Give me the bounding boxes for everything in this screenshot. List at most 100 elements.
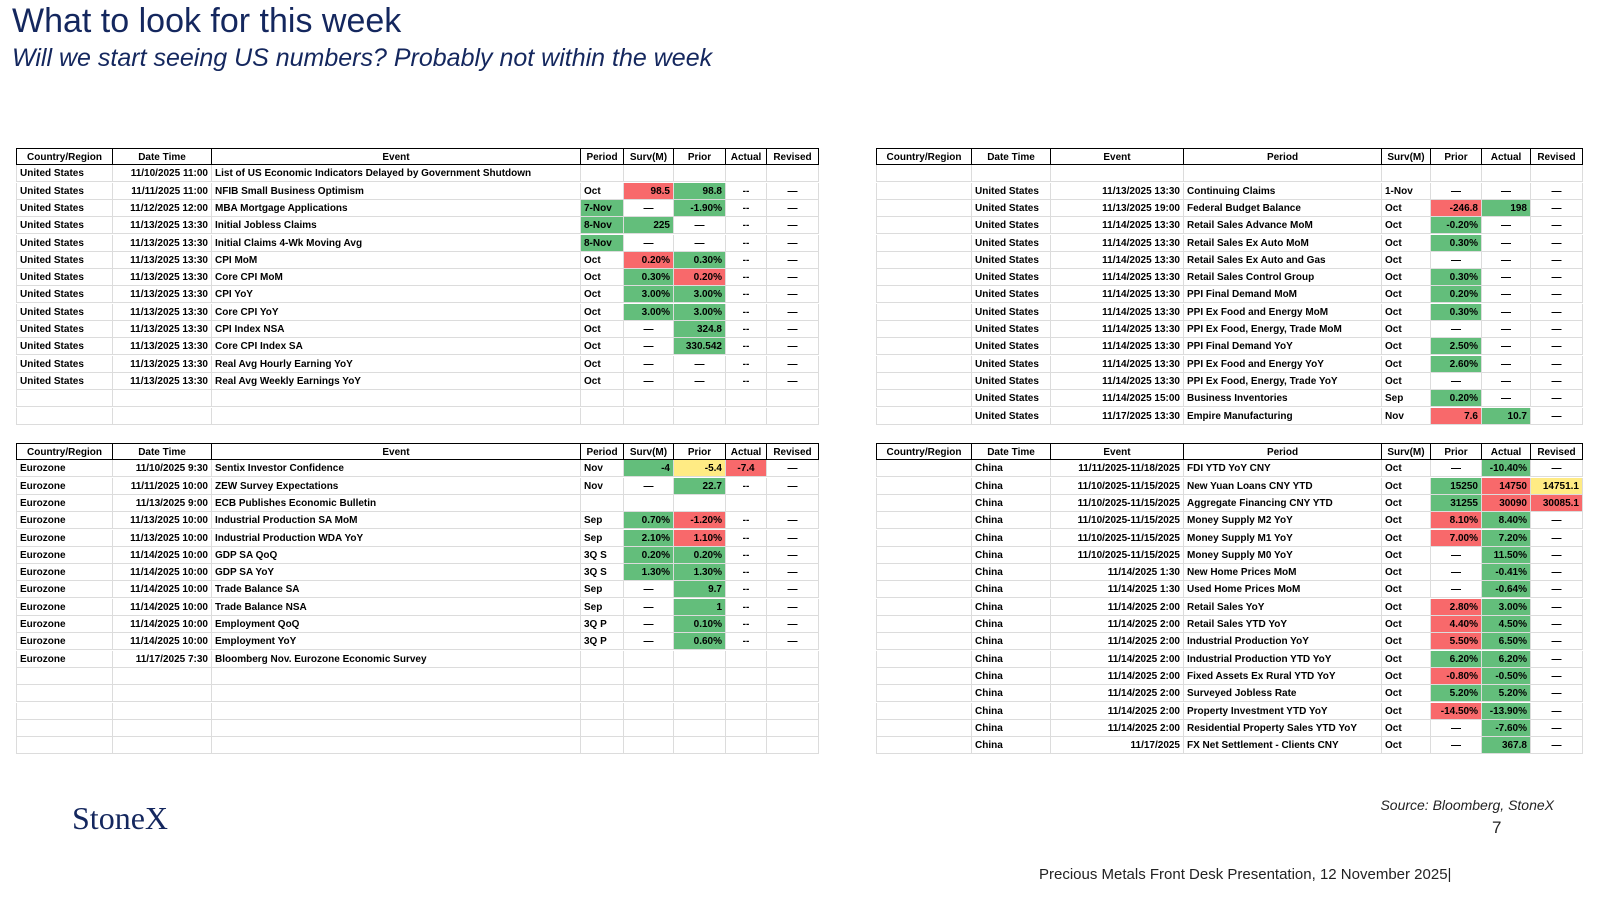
table-cell (113, 702, 212, 720)
table-cell: — (1482, 217, 1531, 235)
table-cell (113, 719, 212, 737)
table-cell: 0.30% (1431, 269, 1482, 287)
column-header: Event (212, 148, 581, 165)
table-cell (876, 494, 972, 512)
table-cell: — (624, 234, 674, 252)
table-cell: United States (972, 251, 1051, 269)
table-cell: Core CPI YoY (212, 303, 581, 321)
table-cell (876, 719, 972, 737)
table-cell: Industrial Production YoY (1184, 633, 1382, 651)
table-cell: Property Investment YTD YoY (1184, 702, 1382, 720)
table-row: China 11/17/2025 FX Net Settlement - Clien… (876, 737, 1583, 755)
table-cell: Oct (1382, 303, 1431, 321)
table-cell: GDP SA YoY (212, 564, 581, 582)
table-cell: China (972, 581, 1051, 599)
table-cell: 0.20% (624, 251, 674, 269)
table-row: China 11/14/2025 2:00 Retail Sales YTD YoY… (876, 616, 1583, 633)
table-row: Eurozone 11/14/2025 10:00 Employment QoQ 3Q… (16, 616, 819, 633)
table-cell (876, 737, 972, 755)
table-cell: — (767, 286, 819, 304)
table-cell (113, 407, 212, 425)
column-header: Surv(M) (1382, 148, 1431, 165)
table-cell: 11/14/2025 13:30 (1051, 217, 1184, 235)
table-cell: Oct (1382, 321, 1431, 338)
table-cell: — (767, 372, 819, 390)
table-cell (581, 667, 624, 685)
table-row: United States 11/13/2025 19:00 Federal Bud… (876, 199, 1583, 217)
table-cell: 11/14/2025 13:30 (1051, 303, 1184, 321)
table-cell (581, 685, 624, 703)
table-cell: Nov (581, 460, 624, 478)
table-cell: 11/13/2025 9:00 (113, 494, 212, 512)
table-cell: Eurozone (16, 512, 113, 530)
table-row: United States 11/14/2025 15:00 Business In… (876, 390, 1583, 408)
table-cell: Sentix Investor Confidence (212, 460, 581, 478)
table-cell: 2.60% (1431, 355, 1482, 373)
table-cell: China (972, 719, 1051, 737)
table-cell (1382, 165, 1431, 183)
table-cell: 11/14/2025 1:30 (1051, 564, 1184, 582)
table-cell: 6.50% (1482, 633, 1531, 651)
table-cell (876, 667, 972, 685)
column-header: Country/Region (876, 443, 972, 460)
column-header: Revised (767, 443, 819, 460)
table-cell: -- (726, 564, 767, 582)
table-cell: — (624, 338, 674, 356)
table-cell: 8.10% (1431, 512, 1482, 530)
table-cell: Eurozone (16, 650, 113, 668)
table-cell (16, 719, 113, 737)
table-row (876, 165, 1583, 183)
table-cell (726, 407, 767, 425)
table-row: United States 11/13/2025 13:30 Initial Job… (16, 217, 819, 235)
table-row: China 11/10/2025-11/15/2025 Money Supply M… (876, 546, 1583, 564)
table-row (16, 702, 819, 720)
table-cell (16, 737, 113, 755)
table-cell: 1 (674, 598, 726, 616)
table-cell: 7.00% (1431, 529, 1482, 547)
table-row: United States 11/13/2025 13:30 Core CPI Yo… (16, 303, 819, 321)
table-cell: New Yuan Loans CNY YTD (1184, 477, 1382, 495)
table-cell (581, 390, 624, 408)
table-cell: 11/14/2025 2:00 (1051, 650, 1184, 668)
table-cell: 11/13/2025 13:30 (1051, 182, 1184, 200)
table-cell: 11/17/2025 7:30 (113, 650, 212, 668)
table-cell (624, 494, 674, 512)
table-cell (876, 321, 972, 338)
table-cell (767, 494, 819, 512)
table-row: China 11/14/2025 2:00 Residential Property… (876, 719, 1583, 737)
table-cell: 11/13/2025 13:30 (113, 321, 212, 338)
table-row: United States 11/14/2025 13:30 Retail Sale… (876, 234, 1583, 252)
table-cell (674, 494, 726, 512)
table-cell: United States (16, 217, 113, 235)
table-cell: Sep (581, 512, 624, 530)
table-cell: 11/14/2025 10:00 (113, 598, 212, 616)
table-cell: — (1431, 737, 1482, 755)
table-cell: China (972, 494, 1051, 512)
table-cell (876, 338, 972, 356)
table-cell: Retail Sales Advance MoM (1184, 217, 1382, 235)
table-cell: Oct (581, 338, 624, 356)
table-cell: 11/14/2025 13:30 (1051, 338, 1184, 356)
table-cell: China (972, 598, 1051, 616)
table-cell: CPI MoM (212, 251, 581, 269)
table-cell: 3Q S (581, 546, 624, 564)
table-cell: Oct (581, 286, 624, 304)
table-cell (726, 737, 767, 755)
table-cell: — (1531, 407, 1583, 425)
table-cell: CPI YoY (212, 286, 581, 304)
table-cell: 0.10% (674, 616, 726, 633)
table-cell: 7-Nov (581, 199, 624, 217)
table-cell: Oct (1382, 737, 1431, 755)
table-row: Eurozone 11/17/2025 7:30 Bloomberg Nov. Eu… (16, 650, 819, 668)
table-cell: 2.50% (1431, 338, 1482, 356)
table-cell: -- (726, 286, 767, 304)
table-cell: -5.4 (674, 460, 726, 478)
table-cell: 2.10% (624, 529, 674, 547)
table-cell: -- (726, 616, 767, 633)
table-cell: United States (972, 217, 1051, 235)
table-cell: — (767, 633, 819, 651)
table-cell (581, 407, 624, 425)
table-cell: 5.20% (1482, 685, 1531, 703)
table-cell: China (972, 564, 1051, 582)
